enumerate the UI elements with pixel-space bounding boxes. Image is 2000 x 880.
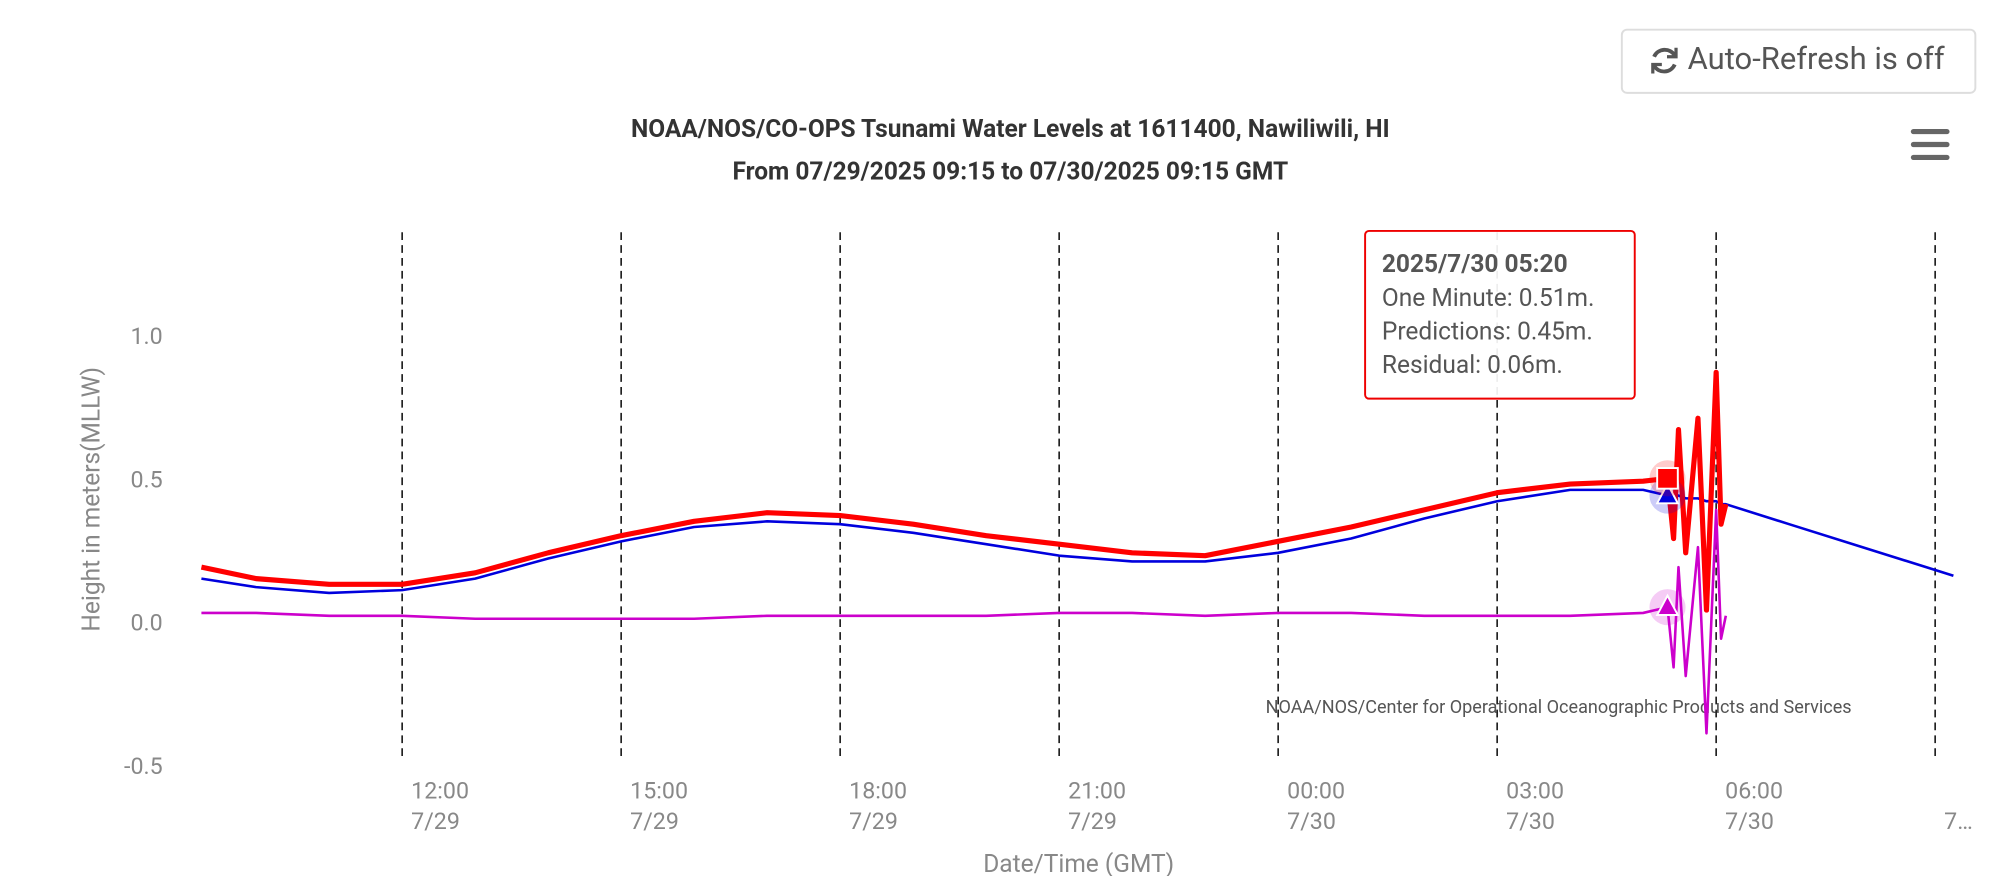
plot: -0.5 0.0 0.5 1.0 12:00 7/29 15:00 7/29 18:00 7/29… [124, 232, 1973, 835]
x-tick-date: 7/29 [849, 807, 898, 835]
x-axis-title: Date/Time (GMT) [983, 849, 1174, 876]
x-tick-date: 7/30 [1287, 807, 1336, 835]
menu-bar[interactable] [1910, 154, 1950, 160]
series-line [201, 508, 1728, 735]
x-tick-date: 7/29 [411, 807, 460, 835]
chart-subtitle: From 07/29/2025 09:15 to 07/30/2025 09:1… [733, 156, 1289, 185]
button-frame[interactable] [1620, 28, 1977, 94]
x-tick-date: 7… [1944, 807, 1973, 835]
y-tick-label: 1.0 [130, 322, 162, 350]
tooltip-frame [1364, 229, 1636, 400]
y-tick-label: 0.5 [130, 465, 162, 493]
series-line [200, 369, 1729, 613]
tooltip-line: Predictions: 0.45m. [1382, 316, 1593, 345]
tooltip-line: One Minute: 0.51m. [1382, 283, 1595, 312]
menu-bar[interactable] [1910, 141, 1950, 148]
y-tick-label: 0.0 [130, 609, 162, 637]
hover-marker [1656, 467, 1679, 490]
hover-marker [1655, 481, 1680, 505]
x-tick-date: 7/29 [1068, 807, 1117, 835]
tooltip: 2025/7/30 05:20 One Minute: 0.51m. Predi… [1364, 229, 1636, 400]
button-label[interactable]: Auto-Refresh is off [1688, 40, 1945, 77]
x-tick-label: 00:00 [1287, 776, 1345, 804]
chart-title: NOAA/NOS/CO-OPS Tsunami Water Levels at … [631, 114, 1390, 143]
tooltip-title: 2025/7/30 05:20 [1382, 249, 1568, 278]
menu-button[interactable] [1910, 129, 1950, 160]
x-tick-label: 21:00 [1068, 776, 1126, 804]
refresh-icon[interactable] [1651, 47, 1678, 74]
hover-marker [1655, 593, 1680, 616]
y-axis-title: Height in meters(MLLW) [77, 367, 106, 632]
y-tick-label: -0.5 [124, 752, 163, 780]
x-tick-date: 7/30 [1506, 807, 1555, 835]
x-tick-label: 15:00 [630, 776, 688, 804]
auto-refresh-button[interactable]: Auto-Refresh is off [1620, 28, 1977, 94]
x-tick-label: 12:00 [411, 776, 469, 804]
x-tick-date: 7/30 [1725, 807, 1774, 835]
x-tick-label: 18:00 [849, 776, 907, 804]
x-tick-date: 7/29 [630, 807, 679, 835]
x-tick-label: 03:00 [1506, 776, 1564, 804]
menu-bar[interactable] [1910, 129, 1950, 135]
credits: NOAA/NOS/Center for Operational Oceanogr… [1266, 697, 1852, 718]
x-tick-label: 06:00 [1725, 776, 1783, 804]
tooltip-line: Residual: 0.06m. [1382, 350, 1563, 379]
